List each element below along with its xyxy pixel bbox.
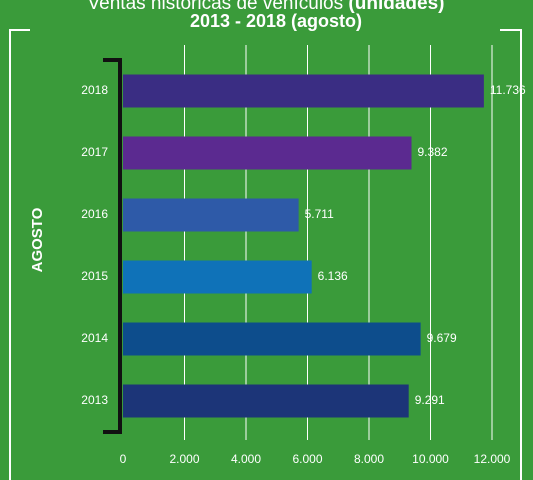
y-tick-label: 2015 (81, 269, 108, 283)
x-tick-label: 2.000 (169, 452, 199, 466)
x-tick-label: 0 (120, 452, 127, 466)
bar (123, 198, 299, 232)
y-tick-label: 2018 (81, 83, 108, 97)
y-tick-label: 2013 (81, 393, 108, 407)
y-tick-label: 2016 (81, 207, 108, 221)
bar (123, 136, 412, 170)
x-tick-label: 8.000 (354, 452, 384, 466)
x-tick-label: 6.000 (292, 452, 322, 466)
value-label: 9.382 (417, 145, 447, 159)
x-tick-label: 4.000 (231, 452, 261, 466)
y-tick-label: 2014 (81, 331, 108, 345)
value-label: 11.736 (490, 83, 526, 97)
frame (9, 29, 522, 480)
x-tick-label: 12.000 (474, 452, 511, 466)
bar (123, 384, 409, 418)
title-main: Ventas históricas de vehículos (88, 0, 344, 14)
value-label: 9.291 (415, 393, 445, 407)
x-tick-label: 10.000 (412, 452, 449, 466)
bar (123, 322, 421, 356)
y-tick-label: 2017 (81, 145, 108, 159)
value-label: 5.711 (305, 207, 334, 221)
bar (123, 74, 484, 108)
axis-bracket (103, 58, 122, 434)
title-units: (unidades) (348, 0, 444, 14)
chart-title: Ventas históricas de vehículos (unidades… (88, 0, 445, 14)
y-axis-label: AGOSTO (29, 207, 46, 272)
chart-subtitle: 2013 - 2018 (agosto) (190, 11, 362, 31)
value-label: 6.136 (318, 269, 348, 283)
value-label: 9.679 (427, 331, 457, 345)
bar (123, 260, 312, 294)
